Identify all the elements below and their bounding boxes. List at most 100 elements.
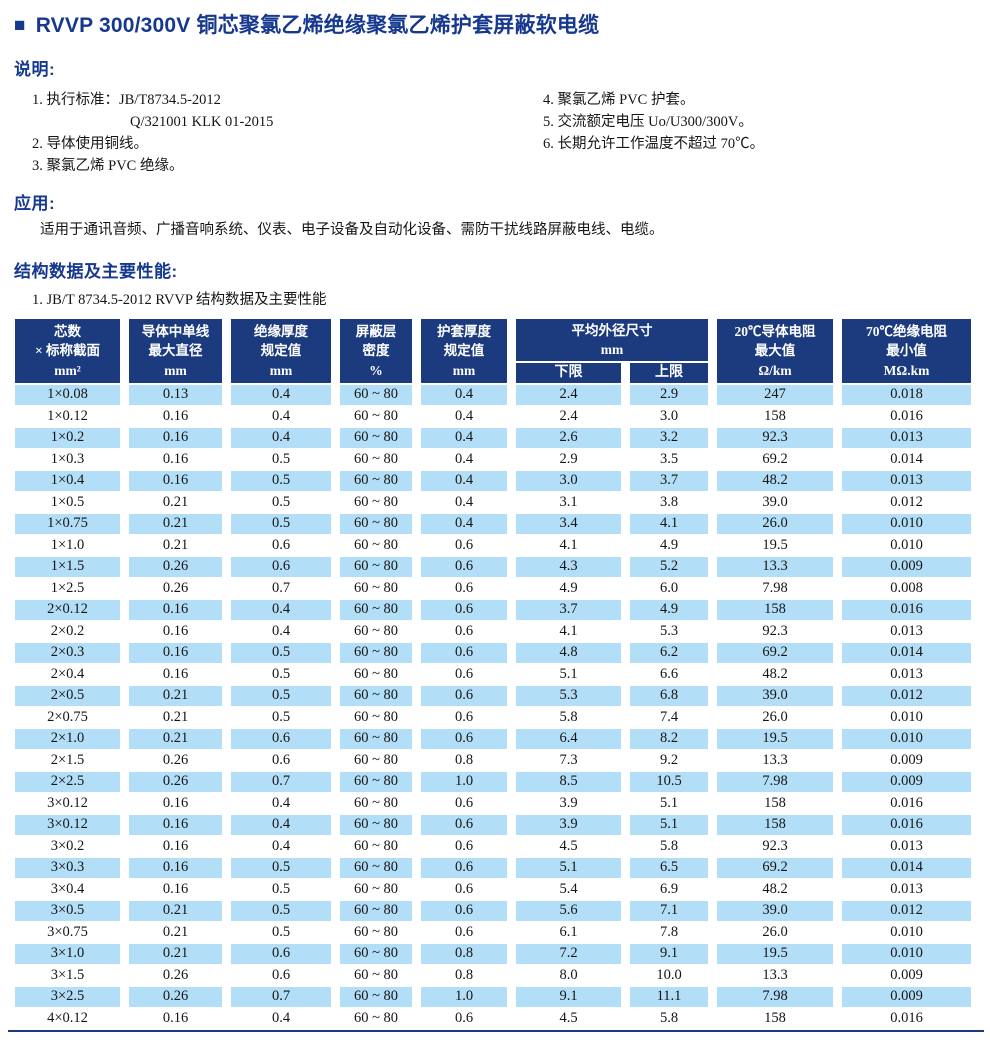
- table-cell: 60 ~ 80: [340, 385, 412, 405]
- table-cell: 5.3: [630, 621, 708, 641]
- table-cell: 26.0: [717, 922, 833, 942]
- list-item: 6. 长期允许工作温度不超过 70℃。: [543, 136, 765, 152]
- table-cell: 0.4: [231, 385, 331, 405]
- table-cell: 60 ~ 80: [340, 535, 412, 555]
- col-header-sheath-thickness: 护套厚度 规定值 mm: [421, 319, 507, 383]
- section-heading-structure: 结构数据及主要性能:: [14, 262, 178, 281]
- table-cell: 2×0.3: [15, 643, 120, 663]
- table-cell: 0.6: [231, 944, 331, 964]
- table-cell: 8.5: [516, 772, 621, 792]
- table-row: 1×0.5 0.21 0.5 60 ~ 80 0.4 3.1 3.8 39.0 0.012: [15, 492, 971, 512]
- col-header-conductor-max-diameter: 导体中单线 最大直径 mm: [129, 319, 222, 383]
- table-cell: 92.3: [717, 621, 833, 641]
- list-item: 5. 交流额定电压 Uo/U300/300V。: [543, 114, 753, 130]
- table-cell: 0.6: [421, 578, 507, 598]
- table-cell: 69.2: [717, 858, 833, 878]
- table-row: 2×0.5 0.21 0.5 60 ~ 80 0.6 5.3 6.8 39.0 0.012: [15, 686, 971, 706]
- table-cell: 0.5: [231, 686, 331, 706]
- table-cell: 0.6: [421, 922, 507, 942]
- table-cell: 0.16: [129, 449, 222, 469]
- table-cell: 60 ~ 80: [340, 1008, 412, 1028]
- table-cell: 8.2: [630, 729, 708, 749]
- table-cell: 0.016: [842, 1008, 971, 1028]
- table-cell: 0.16: [129, 879, 222, 899]
- table-cell: 0.014: [842, 643, 971, 663]
- table-cell: 1×1.5: [15, 557, 120, 577]
- table-cell: 7.4: [630, 707, 708, 727]
- table-cell: 1×0.2: [15, 428, 120, 448]
- section-heading-application: 应用:: [14, 194, 56, 213]
- table-cell: 0.21: [129, 514, 222, 534]
- table-cell: 6.0: [630, 578, 708, 598]
- table-row: 1×0.75 0.21 0.5 60 ~ 80 0.4 3.4 4.1 26.0 0.010: [15, 514, 971, 534]
- table-cell: 0.21: [129, 922, 222, 942]
- table-row: 1×1.5 0.26 0.6 60 ~ 80 0.6 4.3 5.2 13.3 0.009: [15, 557, 971, 577]
- table-cell: 0.013: [842, 471, 971, 491]
- table-cell: 60 ~ 80: [340, 471, 412, 491]
- table-cell: 0.16: [129, 793, 222, 813]
- table-cell: 0.5: [231, 514, 331, 534]
- table-cell: 0.009: [842, 750, 971, 770]
- table-cell: 3×1.0: [15, 944, 120, 964]
- table-cell: 0.16: [129, 621, 222, 641]
- title-square-bullet: ■: [14, 15, 26, 36]
- table-cell: 3×0.4: [15, 879, 120, 899]
- table-cell: 39.0: [717, 901, 833, 921]
- table-cell: 0.6: [421, 664, 507, 684]
- col-header-conductor-resistance-20c: 20℃导体电阻 最大值 Ω/km: [717, 319, 833, 383]
- table-cell: 2×0.12: [15, 600, 120, 620]
- table-cell: 19.5: [717, 535, 833, 555]
- table-cell: 0.16: [129, 406, 222, 426]
- table-cell: 0.012: [842, 901, 971, 921]
- table-cell: 2.9: [516, 449, 621, 469]
- table-cell: 0.7: [231, 987, 331, 1007]
- table-cell: 13.3: [717, 965, 833, 985]
- table-cell: 0.4: [231, 793, 331, 813]
- table-cell: 0.16: [129, 471, 222, 491]
- table-cell: 4.1: [516, 621, 621, 641]
- table-cell: 60 ~ 80: [340, 449, 412, 469]
- table-cell: 4.1: [630, 514, 708, 534]
- table-cell: 0.26: [129, 987, 222, 1007]
- table-cell: 6.5: [630, 858, 708, 878]
- page-title-text: RVVP 300/300V 铜芯聚氯乙烯绝缘聚氯乙烯护套屏蔽软电缆: [35, 14, 600, 37]
- table-cell: 6.9: [630, 879, 708, 899]
- table-cell: 7.98: [717, 578, 833, 598]
- table-cell: 0.4: [421, 406, 507, 426]
- table-cell: 60 ~ 80: [340, 428, 412, 448]
- table-cell: 0.8: [421, 750, 507, 770]
- table-cell: 60 ~ 80: [340, 664, 412, 684]
- table-cell: 0.6: [421, 535, 507, 555]
- table-cell: 48.2: [717, 471, 833, 491]
- table-cell: 1×0.75: [15, 514, 120, 534]
- list-item: 4. 聚氯乙烯 PVC 护套。: [543, 92, 695, 108]
- table-cell: 0.5: [231, 664, 331, 684]
- table-cell: 4.9: [516, 578, 621, 598]
- table-cell: 92.3: [717, 428, 833, 448]
- table-cell: 3.8: [630, 492, 708, 512]
- table-cell: 0.16: [129, 836, 222, 856]
- table-cell: 1.0: [421, 772, 507, 792]
- table-row: 2×1.0 0.21 0.6 60 ~ 80 0.6 6.4 8.2 19.5 0.010: [15, 729, 971, 749]
- table-cell: 0.4: [231, 428, 331, 448]
- table-cell: 0.8: [421, 965, 507, 985]
- table-cell: 6.1: [516, 922, 621, 942]
- table-cell: 60 ~ 80: [340, 707, 412, 727]
- table-cell: 0.012: [842, 492, 971, 512]
- table-cell: 0.21: [129, 707, 222, 727]
- table-cell: 3.7: [516, 600, 621, 620]
- table-cell: 3.4: [516, 514, 621, 534]
- table-cell: 158: [717, 793, 833, 813]
- table-cell: 0.010: [842, 922, 971, 942]
- table-cell: 5.8: [516, 707, 621, 727]
- table-cell: 5.1: [516, 858, 621, 878]
- table-cell: 0.26: [129, 578, 222, 598]
- col-header-shield-density: 屏蔽层 密度 %: [340, 319, 412, 383]
- table-cell: 0.16: [129, 815, 222, 835]
- table-row: 3×0.12 0.16 0.4 60 ~ 80 0.6 3.9 5.1 158 0.016: [15, 793, 971, 813]
- table-cell: 3.7: [630, 471, 708, 491]
- table-cell: 1×2.5: [15, 578, 120, 598]
- table-cell: 2×1.0: [15, 729, 120, 749]
- table-cell: 0.26: [129, 772, 222, 792]
- table-cell: 0.6: [231, 750, 331, 770]
